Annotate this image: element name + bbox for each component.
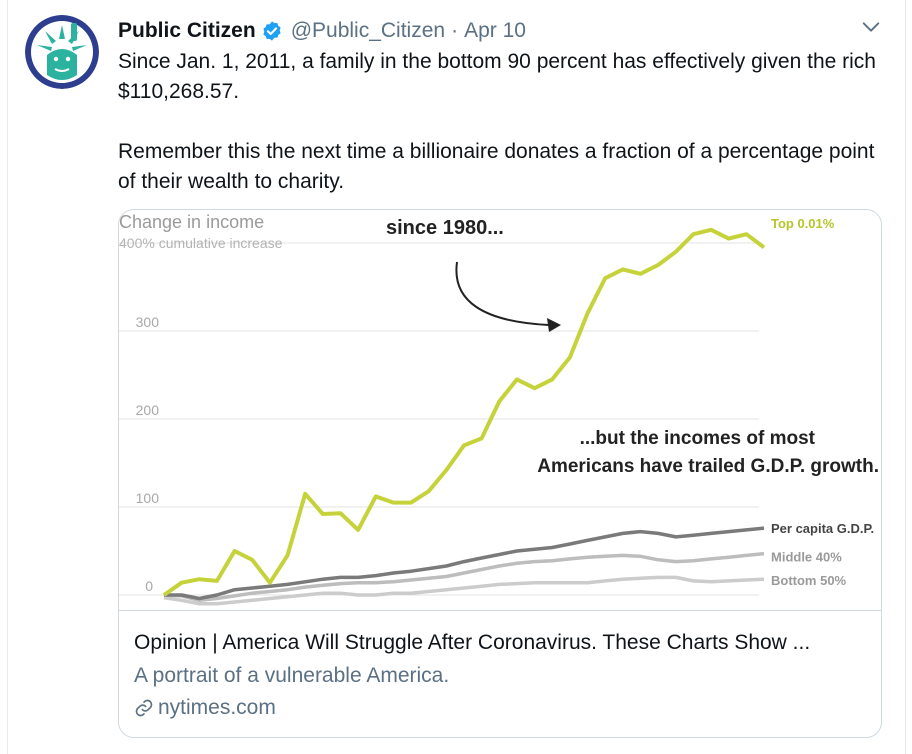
y-tick-label: 0 xyxy=(145,578,153,594)
y-tick-label: 200 xyxy=(136,402,160,418)
tweet-date[interactable]: Apr 10 xyxy=(464,19,526,42)
series-label-per-capita-g-d-p: Per capita G.D.P. xyxy=(771,521,874,536)
series-line-bottom-50 xyxy=(163,575,765,606)
tweet-header: Public Citizen @Public_Citizen · Apr 10 xyxy=(118,16,526,46)
chart-title: Change in income xyxy=(119,212,264,232)
series-label-top-0-01: Top 0.01% xyxy=(771,216,835,231)
statue-of-liberty-logo-icon xyxy=(25,15,99,89)
annotation-arrowhead xyxy=(547,318,561,332)
annotation-since-1980: since 1980... xyxy=(386,217,504,239)
tweet-text: Since Jan. 1, 2011, a family in the bott… xyxy=(118,50,876,193)
y-tick-label: 300 xyxy=(136,314,160,330)
link-card-domain-text: nytimes.com xyxy=(158,696,276,719)
verified-badge-icon xyxy=(263,21,281,41)
y-tick-label: 100 xyxy=(136,490,160,506)
link-icon xyxy=(135,699,153,717)
chart-subtitle: 400% cumulative increase xyxy=(119,235,283,251)
income-chart: 0 100 200 300 Change in income 400% cumulat… xyxy=(119,210,881,610)
chevron-down-icon[interactable] xyxy=(860,16,882,38)
separator-dot: · xyxy=(451,19,459,42)
series-label-bottom-50: Bottom 50% xyxy=(771,573,847,588)
series-line-top-0-01 xyxy=(162,227,766,597)
timeline-left-border xyxy=(7,0,8,754)
link-card[interactable]: 0 100 200 300 Change in income 400% cumulat… xyxy=(118,209,882,738)
annotation-line-1: ...but the incomes of most xyxy=(580,428,816,449)
annotation-arrow xyxy=(455,261,550,326)
series-label-middle-40: Middle 40% xyxy=(771,550,842,565)
author-name[interactable]: Public Citizen xyxy=(118,19,256,42)
author-handle[interactable]: @Public_Citizen xyxy=(290,19,446,42)
timeline-right-border xyxy=(905,0,906,754)
annotation-line-2: Americans have trailed G.D.P. growth. xyxy=(537,456,879,477)
link-card-description: A portrait of a vulnerable America. xyxy=(134,664,450,687)
gridlines xyxy=(119,242,759,596)
link-card-domain: nytimes.com xyxy=(134,696,276,720)
link-card-title[interactable]: Opinion | America Will Struggle After Co… xyxy=(134,631,811,654)
series-line-per-capita-g-d-p xyxy=(164,526,765,601)
y-tick-labels: 0 100 200 300 xyxy=(136,314,160,594)
series-line-middle-40 xyxy=(163,551,765,603)
avatar[interactable] xyxy=(25,15,99,89)
link-card-meta: Opinion | America Will Struggle After Co… xyxy=(119,610,881,737)
